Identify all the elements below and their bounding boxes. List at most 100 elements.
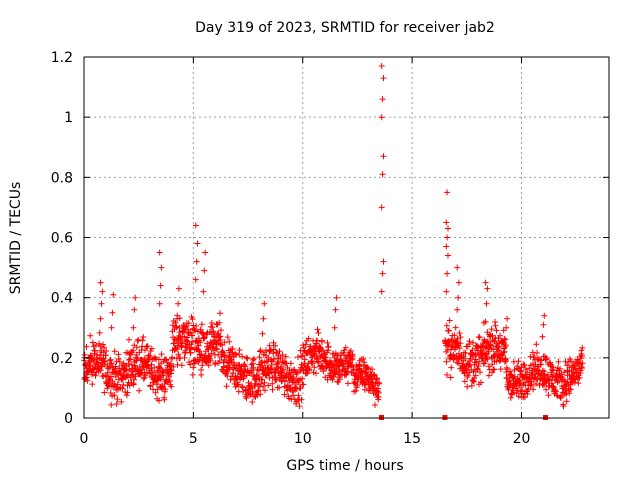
data-point xyxy=(266,370,272,377)
data-point xyxy=(468,382,475,389)
data-point xyxy=(108,324,115,331)
data-point xyxy=(311,364,318,371)
data-point xyxy=(281,391,288,398)
data-point xyxy=(539,333,546,340)
data-point xyxy=(269,380,276,387)
data-point xyxy=(189,332,196,339)
data-point xyxy=(265,382,272,389)
data-point xyxy=(502,342,509,349)
data-point xyxy=(378,63,385,69)
data-point xyxy=(503,324,510,331)
data-point xyxy=(557,365,563,372)
data-point xyxy=(444,189,451,196)
data-point xyxy=(443,358,450,365)
data-point xyxy=(490,366,497,373)
data-point xyxy=(268,362,275,368)
data-point xyxy=(110,291,117,298)
data-point xyxy=(279,352,286,358)
data-point xyxy=(455,279,462,286)
data-point xyxy=(290,392,297,399)
data-point xyxy=(300,342,307,349)
data-point xyxy=(194,240,201,247)
data-point xyxy=(579,352,585,359)
data-point xyxy=(486,333,493,340)
data-point xyxy=(503,369,510,375)
data-point xyxy=(179,340,186,347)
data-point xyxy=(269,386,276,393)
data-point xyxy=(81,351,88,358)
data-point xyxy=(314,326,321,333)
data-point xyxy=(200,330,207,337)
data-point xyxy=(502,336,509,343)
data-point xyxy=(130,324,137,331)
data-point xyxy=(257,347,264,354)
data-point xyxy=(325,343,332,350)
data-point xyxy=(324,339,331,346)
data-point xyxy=(272,342,279,349)
data-point xyxy=(131,376,137,383)
data-point xyxy=(92,372,99,379)
data-point xyxy=(229,345,236,352)
data-point xyxy=(193,323,200,329)
data-point xyxy=(260,315,267,322)
data-point xyxy=(354,382,361,389)
data-point xyxy=(465,372,472,379)
data-point xyxy=(576,374,583,381)
data-point xyxy=(276,348,283,355)
data-point xyxy=(476,334,483,341)
data-point xyxy=(167,360,174,367)
data-point xyxy=(295,377,302,384)
data-point xyxy=(152,389,159,396)
data-point xyxy=(276,384,283,391)
data-point xyxy=(455,294,462,301)
data-point xyxy=(364,364,371,371)
data-point xyxy=(113,401,120,407)
data-point xyxy=(205,362,212,369)
data-point xyxy=(209,324,216,331)
data-point xyxy=(271,356,277,362)
data-point xyxy=(111,348,118,355)
data-point xyxy=(159,385,166,392)
data-point xyxy=(483,300,490,307)
data-point xyxy=(174,361,181,368)
data-point xyxy=(136,387,143,394)
data-point xyxy=(176,315,183,322)
data-point xyxy=(349,351,356,358)
y-tick-label: 0.2 xyxy=(51,351,73,367)
data-point xyxy=(224,368,231,375)
data-point xyxy=(521,394,528,401)
data-point xyxy=(168,367,175,374)
data-point xyxy=(104,385,111,392)
data-point xyxy=(457,340,464,347)
data-point xyxy=(201,267,208,274)
data-point xyxy=(162,386,169,393)
data-point xyxy=(445,327,452,334)
data-point xyxy=(474,365,481,372)
data-point xyxy=(101,344,108,351)
data-point xyxy=(456,330,463,336)
data-point xyxy=(492,322,499,329)
y-tick-label: 1 xyxy=(64,110,73,126)
data-point xyxy=(100,341,107,348)
data-point xyxy=(174,346,180,353)
data-point xyxy=(335,363,342,370)
data-point xyxy=(462,355,469,362)
x-tick-label: 5 xyxy=(189,431,198,447)
data-point xyxy=(451,332,458,339)
data-point xyxy=(481,360,488,367)
y-tick-label: 0.8 xyxy=(51,170,73,186)
data-point xyxy=(485,363,492,370)
data-point xyxy=(175,285,182,292)
data-point xyxy=(197,326,204,333)
data-point xyxy=(153,381,160,388)
data-point xyxy=(578,365,585,372)
data-point xyxy=(472,356,479,363)
data-point xyxy=(550,364,557,371)
data-point xyxy=(333,294,340,301)
data-point xyxy=(375,389,382,396)
data-point xyxy=(210,329,217,336)
data-point xyxy=(561,369,568,376)
data-point xyxy=(187,349,194,356)
data-point xyxy=(287,360,294,367)
data-point xyxy=(313,370,319,377)
